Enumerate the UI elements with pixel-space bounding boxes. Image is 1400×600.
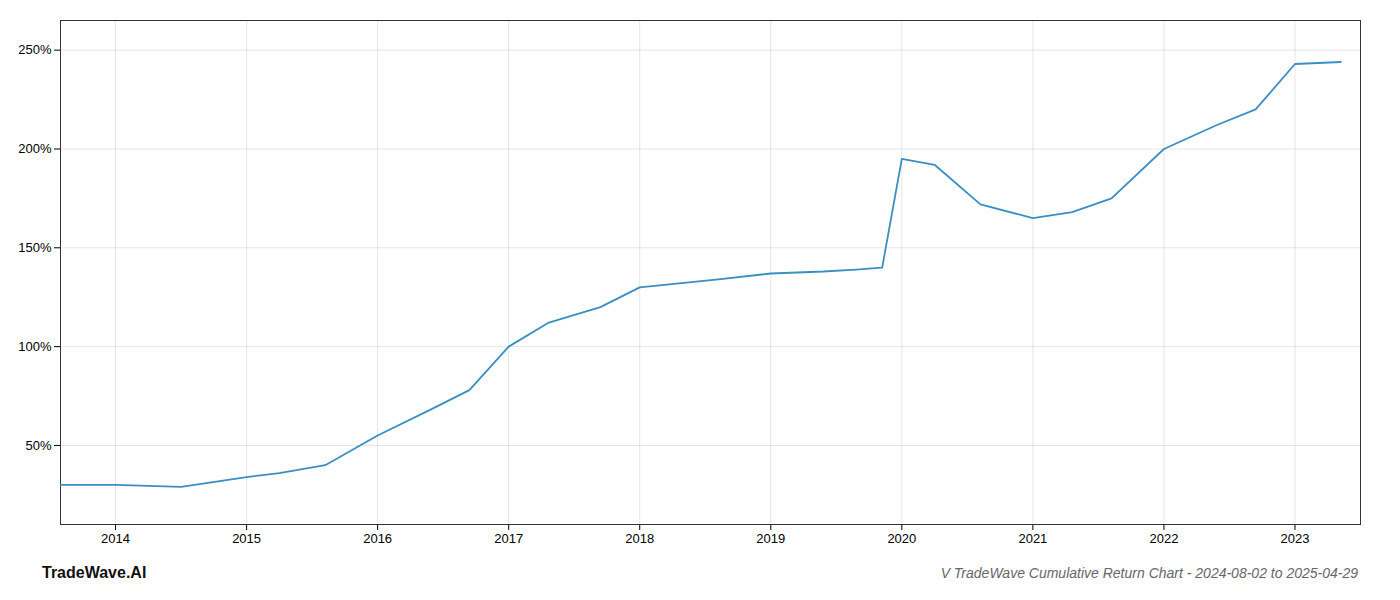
svg-text:50%: 50% [25,438,51,453]
svg-text:2022: 2022 [1149,531,1178,546]
svg-text:2019: 2019 [756,531,785,546]
svg-text:2016: 2016 [363,531,392,546]
svg-text:250%: 250% [18,42,52,57]
html-text:TradeWave.AI: TradeWave.AI [42,564,147,581]
svg-text:2018: 2018 [625,531,654,546]
svg-text:2015: 2015 [232,531,261,546]
svg-text:200%: 200% [18,141,52,156]
svg-text:150%: 150% [18,240,52,255]
svg-text:2020: 2020 [887,531,916,546]
svg-text:2021: 2021 [1018,531,1047,546]
svg-text:2023: 2023 [1281,531,1310,546]
svg-text:2014: 2014 [101,531,130,546]
html-text:V TradeWave Cumulative Return: V TradeWave Cumulative Return Chart - 20… [940,565,1358,581]
svg-text:2017: 2017 [494,531,523,546]
svg-text:100%: 100% [18,339,52,354]
